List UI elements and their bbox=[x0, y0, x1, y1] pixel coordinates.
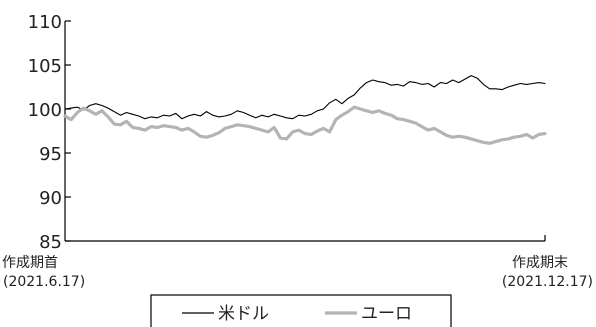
x-category-label: 作成期首 bbox=[2, 255, 58, 271]
y-tick-label: 105 bbox=[28, 56, 62, 77]
y-tick-label: 85 bbox=[39, 232, 62, 253]
y-tick-label: 110 bbox=[28, 12, 62, 33]
series-line-usd bbox=[64, 75, 546, 120]
y-tick-label: 95 bbox=[39, 144, 62, 165]
x-category-label: 作成期末 bbox=[512, 255, 568, 271]
series-line-eur bbox=[63, 105, 547, 145]
x-category-sublabel: (2021.6.17) bbox=[3, 274, 85, 290]
x-category-sublabel: (2021.12.17) bbox=[502, 274, 593, 290]
legend-box bbox=[150, 294, 452, 327]
legend-label: ユーロ bbox=[361, 304, 412, 324]
legend-label: 米ドル bbox=[218, 304, 269, 324]
y-tick-label: 100 bbox=[28, 100, 62, 121]
y-tick-label: 90 bbox=[39, 188, 62, 209]
